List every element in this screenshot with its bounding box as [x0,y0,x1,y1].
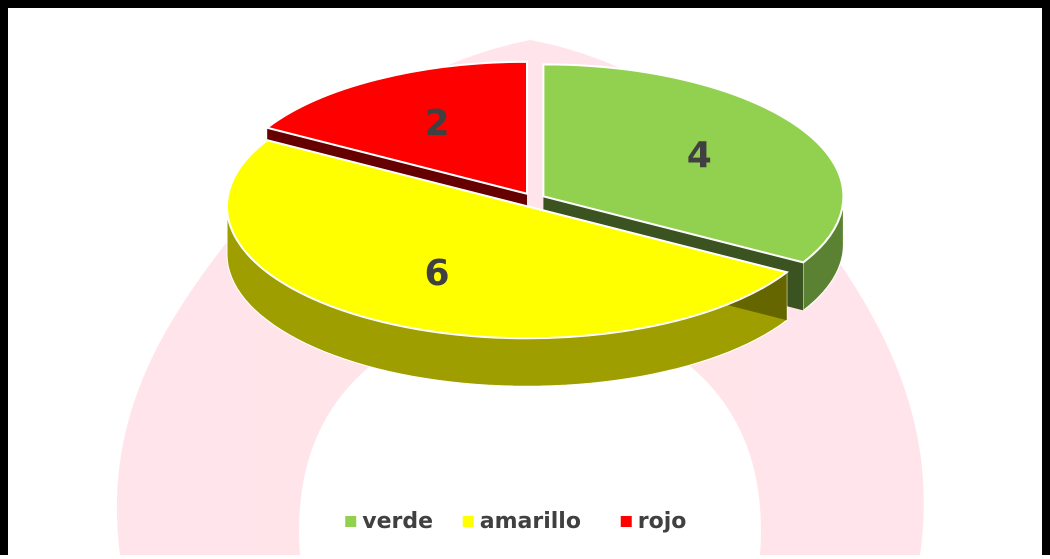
legend-swatch [463,516,474,527]
chart: 4 6 2 verde amarillo rojo [0,0,1050,555]
legend-label: amarillo [480,509,581,534]
legend-label: rojo [638,509,687,534]
data-label: 2 [424,103,449,144]
legend-swatch [345,516,356,527]
legend-label: verde [362,509,433,534]
legend-swatch [621,516,632,527]
data-label: 4 [687,135,712,176]
data-label: 6 [424,253,449,294]
